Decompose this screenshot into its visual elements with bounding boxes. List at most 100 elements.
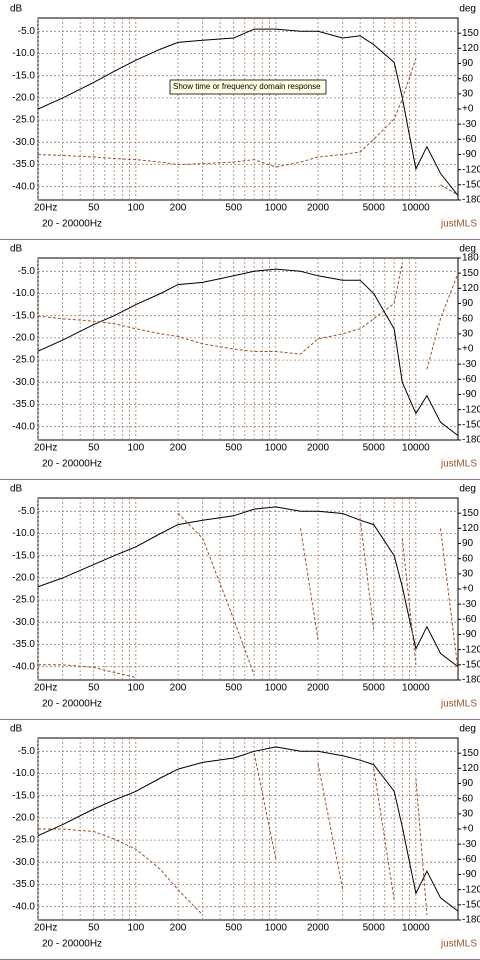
y-tick-label: -20.0 xyxy=(12,573,35,584)
x-tick-label: 10000 xyxy=(402,683,430,694)
y-tick-label: -40.0 xyxy=(12,661,35,672)
y-tick-label: -35.0 xyxy=(12,159,35,170)
y-axis-label: dB xyxy=(10,244,23,255)
y2-tick-label: 120 xyxy=(462,283,479,294)
x-tick-label: 200 xyxy=(170,683,187,694)
y2-tick-label: -150 xyxy=(462,419,480,430)
y-tick-label: -20.0 xyxy=(12,333,35,344)
y-tick-label: -20.0 xyxy=(12,93,35,104)
phase-line xyxy=(440,528,458,670)
y2-tick-label: 60 xyxy=(462,73,474,84)
x-tick-label: 50 xyxy=(88,683,100,694)
phase-line xyxy=(300,528,319,640)
y2-axis-label: deg xyxy=(459,244,476,255)
phase-line xyxy=(359,518,375,630)
x-tick-label: 2000 xyxy=(307,683,330,694)
x-tick-label: 1000 xyxy=(265,923,288,934)
y2-tick-label: -30 xyxy=(462,359,477,370)
y-tick-label: -20.0 xyxy=(12,813,35,824)
y2-tick-label: 30 xyxy=(462,88,474,99)
x-tick-label: 1000 xyxy=(265,443,288,454)
x-tick-label: 50 xyxy=(88,203,100,214)
y-tick-label: -30.0 xyxy=(12,857,35,868)
x-tick-label: 500 xyxy=(225,683,242,694)
x-tick-label: 2000 xyxy=(307,443,330,454)
y2-tick-label: -60 xyxy=(462,854,477,865)
y-tick-label: -25.0 xyxy=(12,115,35,126)
x-tick-label: 200 xyxy=(170,443,187,454)
x-tick-label: 20Hz xyxy=(34,203,57,214)
x-tick-label: 10000 xyxy=(402,443,430,454)
y2-tick-label: 30 xyxy=(462,328,474,339)
x-tick-label: 2000 xyxy=(307,923,330,934)
y-tick-label: -5.0 xyxy=(18,506,36,517)
y2-axis-label: deg xyxy=(459,724,476,735)
y2-tick-label: 150 xyxy=(462,748,479,759)
y-tick-label: -5.0 xyxy=(18,746,36,757)
chart-panel: 20Hz 50 100 200 500 1000 2000 5000 10000 -5.0 -10.… xyxy=(0,4,480,240)
y2-tick-label: 60 xyxy=(462,553,474,564)
y2-tick-label: 120 xyxy=(462,523,479,534)
y2-tick-label: 150 xyxy=(462,28,479,39)
phase-line xyxy=(38,58,417,168)
tooltip-text: Show time or frequency domain response xyxy=(173,82,321,91)
x-tick-label: 100 xyxy=(128,683,145,694)
y-tick-label: -25.0 xyxy=(12,595,35,606)
y2-tick-label: -90 xyxy=(462,869,477,880)
y-tick-label: -10.0 xyxy=(12,48,35,59)
phase-line xyxy=(401,538,417,665)
y-tick-label: -35.0 xyxy=(12,399,35,410)
magnitude-line xyxy=(38,268,458,436)
phase-line xyxy=(415,778,428,915)
x-tick-label: 50 xyxy=(88,443,100,454)
y-tick-label: -15.0 xyxy=(12,550,35,561)
y2-tick-label: 120 xyxy=(462,43,479,54)
tooltip-box xyxy=(169,79,327,95)
y2-tick-label: 90 xyxy=(462,298,474,309)
plot-area xyxy=(37,17,459,201)
y-tick-label: -10.0 xyxy=(12,288,35,299)
x-tick-label: 10000 xyxy=(402,203,430,214)
y-tick-label: -40.0 xyxy=(12,181,35,192)
magnitude-line xyxy=(38,506,458,668)
y2-tick-label: 120 xyxy=(462,763,479,774)
plot-area xyxy=(37,497,459,681)
y2-tick-label: -150 xyxy=(462,899,480,910)
x-tick-label: 100 xyxy=(128,203,145,214)
y2-tick-label: 180 xyxy=(462,253,479,264)
y2-tick-label: -60 xyxy=(462,134,477,145)
y-tick-label: -5.0 xyxy=(18,266,36,277)
y2-tick-label: 150 xyxy=(462,268,479,279)
y2-tick-label: +0 xyxy=(462,104,474,115)
x-tick-label: 1000 xyxy=(265,203,288,214)
y2-tick-label: -30 xyxy=(462,119,477,130)
y-tick-label: -30.0 xyxy=(12,137,35,148)
y2-tick-label: +0 xyxy=(462,824,474,835)
y2-tick-label: -120 xyxy=(462,644,480,655)
y2-tick-label: -120 xyxy=(462,404,480,415)
y-tick-label: -15.0 xyxy=(12,790,35,801)
range-label: 20 - 20000Hz xyxy=(42,459,102,470)
phase-line xyxy=(38,664,137,678)
chart-panel: 20Hz 50 100 200 500 1000 2000 5000 10000 -5.0 -10.… xyxy=(0,724,480,960)
y-tick-label: -15.0 xyxy=(12,70,35,81)
x-tick-label: 2000 xyxy=(307,203,330,214)
brand-label: justMLS xyxy=(440,459,477,470)
y-tick-label: -5.0 xyxy=(18,26,36,37)
x-tick-label: 5000 xyxy=(363,683,386,694)
y2-tick-label: -180 xyxy=(462,195,480,206)
y2-tick-label: 90 xyxy=(462,58,474,69)
x-tick-label: 200 xyxy=(170,923,187,934)
phase-line xyxy=(426,273,458,370)
plot-area xyxy=(37,257,459,441)
y2-tick-label: -150 xyxy=(462,179,480,190)
y2-tick-label: 30 xyxy=(462,808,474,819)
x-tick-label: 5000 xyxy=(363,923,386,934)
y2-axis-label: deg xyxy=(459,484,476,495)
phase-line xyxy=(440,184,458,196)
x-tick-label: 20Hz xyxy=(34,923,57,934)
phase-line xyxy=(38,263,403,355)
phase-line xyxy=(253,753,277,860)
y2-tick-label: 90 xyxy=(462,778,474,789)
